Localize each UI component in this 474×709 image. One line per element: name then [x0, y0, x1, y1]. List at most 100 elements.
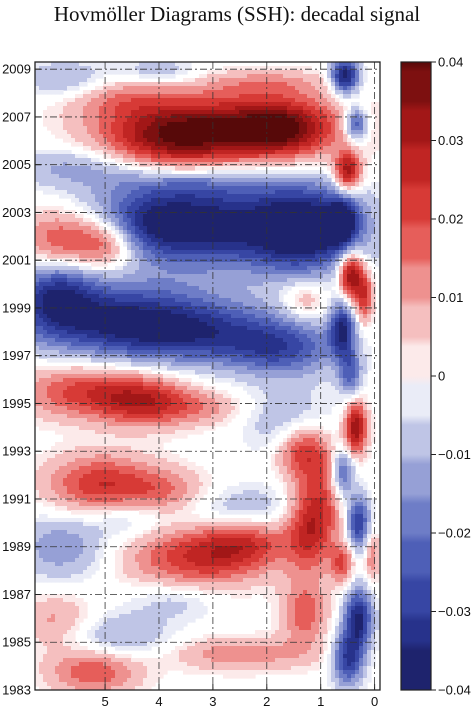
- heatmap-cell: [215, 98, 220, 103]
- heatmap-cell: [107, 98, 112, 103]
- heatmap-cell: [359, 114, 364, 119]
- heatmap-cell: [335, 146, 340, 151]
- heatmap-cell: [363, 234, 368, 239]
- heatmap-cell: [63, 86, 68, 91]
- heatmap-cell: [279, 302, 284, 307]
- heatmap-cell: [359, 190, 364, 195]
- heatmap-cell: [291, 170, 296, 175]
- heatmap-cell: [359, 262, 364, 267]
- heatmap-cell: [323, 130, 328, 135]
- heatmap-cell: [159, 182, 164, 187]
- heatmap-cell: [227, 78, 232, 83]
- heatmap-cell: [191, 134, 196, 139]
- heatmap-cell: [275, 78, 280, 83]
- heatmap-cell: [79, 66, 84, 71]
- heatmap-cell: [323, 98, 328, 103]
- heatmap-cell: [127, 254, 132, 259]
- heatmap-cell: [95, 278, 100, 283]
- heatmap-cell: [283, 138, 288, 143]
- heatmap-cell: [91, 174, 96, 179]
- heatmap-cell: [83, 246, 88, 251]
- heatmap-cell: [151, 290, 156, 295]
- heatmap-cell: [203, 106, 208, 111]
- heatmap-cell: [187, 114, 192, 119]
- heatmap-cell: [279, 206, 284, 211]
- heatmap-cell: [239, 114, 244, 119]
- heatmap-cell: [83, 198, 88, 203]
- heatmap-cell: [167, 306, 172, 311]
- heatmap-cell: [39, 250, 44, 255]
- heatmap-cell: [119, 106, 124, 111]
- heatmap-cell: [263, 86, 268, 91]
- heatmap-cell: [131, 130, 136, 135]
- heatmap-cell: [327, 298, 332, 303]
- heatmap-cell: [215, 222, 220, 227]
- heatmap-cell: [199, 146, 204, 151]
- heatmap-cell: [59, 278, 64, 283]
- heatmap-cell: [143, 122, 148, 127]
- heatmap-cell: [275, 90, 280, 95]
- heatmap-cell: [223, 222, 228, 227]
- heatmap-cell: [275, 142, 280, 147]
- heatmap-cell: [159, 198, 164, 203]
- heatmap-cell: [95, 66, 100, 71]
- heatmap-cell: [259, 122, 264, 127]
- heatmap-cell: [63, 82, 68, 87]
- heatmap-cell: [91, 158, 96, 163]
- heatmap-cell: [171, 190, 176, 195]
- heatmap-cell: [347, 86, 352, 91]
- heatmap-cell: [259, 234, 264, 239]
- heatmap-cell: [183, 270, 188, 275]
- heatmap-cell: [59, 66, 64, 71]
- heatmap-cell: [235, 298, 240, 303]
- heatmap-cell: [119, 266, 124, 271]
- heatmap-cell: [171, 158, 176, 163]
- heatmap-cell: [103, 82, 108, 87]
- heatmap-cell: [347, 250, 352, 255]
- heatmap-cell: [295, 134, 300, 139]
- heatmap-cell: [55, 262, 60, 267]
- heatmap-cell: [119, 274, 124, 279]
- heatmap-cell: [207, 178, 212, 183]
- heatmap-cell: [131, 230, 136, 235]
- heatmap-cell: [331, 106, 336, 111]
- heatmap-cell: [351, 194, 356, 199]
- heatmap-cell: [155, 154, 160, 159]
- heatmap-cell: [143, 142, 148, 147]
- heatmap-cell: [359, 130, 364, 135]
- heatmap-cell: [335, 130, 340, 135]
- heatmap-cell: [299, 94, 304, 99]
- heatmap-cell: [291, 198, 296, 203]
- heatmap-cell: [75, 106, 80, 111]
- heatmap-cell: [315, 194, 320, 199]
- heatmap-cell: [287, 230, 292, 235]
- heatmap-cell: [99, 298, 104, 303]
- heatmap-cell: [287, 102, 292, 107]
- heatmap-cell: [343, 234, 348, 239]
- heatmap-cell: [183, 146, 188, 151]
- heatmap-cell: [319, 82, 324, 87]
- heatmap-cell: [123, 174, 128, 179]
- heatmap-cell: [119, 62, 124, 67]
- heatmap-cell: [119, 282, 124, 287]
- heatmap-cell: [339, 70, 344, 75]
- heatmap-cell: [331, 126, 336, 131]
- heatmap-cell: [87, 258, 92, 263]
- heatmap-cell: [335, 134, 340, 139]
- heatmap-cell: [71, 174, 76, 179]
- heatmap-cell: [75, 66, 80, 71]
- heatmap-cell: [51, 230, 56, 235]
- heatmap-cell: [83, 154, 88, 159]
- heatmap-cell: [271, 94, 276, 99]
- heatmap-cell: [183, 254, 188, 259]
- heatmap-cell: [47, 238, 52, 243]
- heatmap-cell: [299, 110, 304, 115]
- heatmap-cell: [155, 278, 160, 283]
- heatmap-cell: [131, 198, 136, 203]
- heatmap-cell: [179, 206, 184, 211]
- heatmap-cell: [271, 258, 276, 263]
- heatmap-cell: [335, 230, 340, 235]
- heatmap-cell: [347, 162, 352, 167]
- heatmap-cell: [179, 182, 184, 187]
- heatmap-cell: [343, 266, 348, 271]
